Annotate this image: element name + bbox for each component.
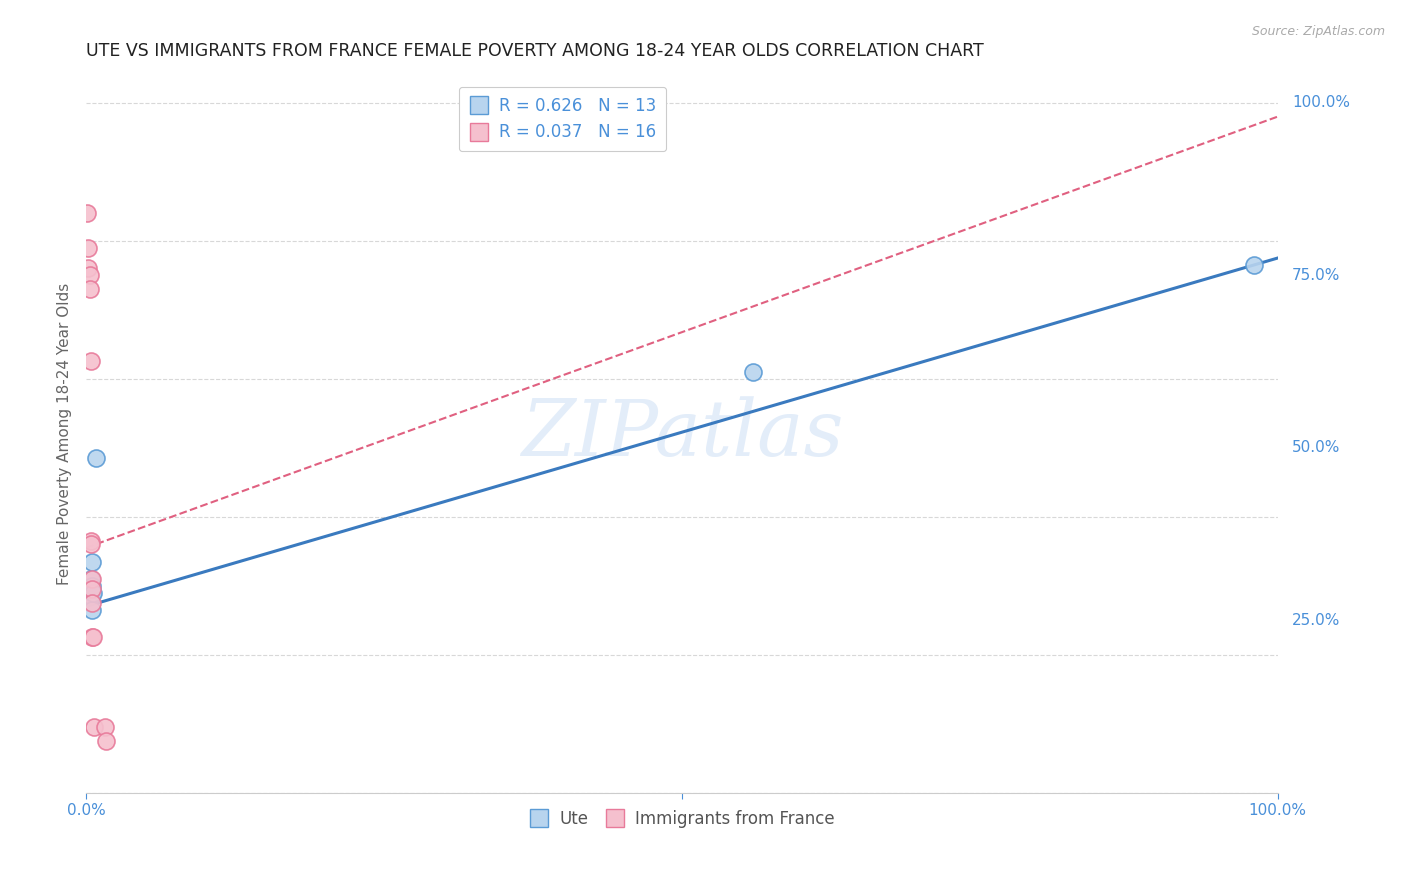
Point (80, 572, 103, 586)
Legend: Ute, Immigrants from France: Ute, Immigrants from France (523, 803, 841, 835)
Text: 100.0%: 100.0% (1292, 95, 1350, 111)
Point (80, 537, 103, 551)
Point (96, 734, 118, 748)
Point (94, 720, 117, 734)
Text: 25.0%: 25.0% (1292, 613, 1340, 628)
Text: Source: ZipAtlas.com: Source: ZipAtlas.com (1251, 25, 1385, 38)
Point (79, 268, 101, 283)
Point (80, 572, 103, 586)
Text: UTE VS IMMIGRANTS FROM FRANCE FEMALE POVERTY AMONG 18-24 YEAR OLDS CORRELATION C: UTE VS IMMIGRANTS FROM FRANCE FEMALE POV… (86, 42, 984, 60)
Text: 75.0%: 75.0% (1292, 268, 1340, 283)
Point (80, 354, 103, 368)
Point (77, 589, 100, 603)
Point (79, 575, 101, 590)
Point (80, 579, 103, 593)
Point (79, 282, 101, 296)
Point (742, 365, 765, 379)
Point (80, 603, 103, 617)
Point (80, 631, 103, 645)
Point (84, 451, 107, 466)
Y-axis label: Female Poverty Among 18-24 Year Olds: Female Poverty Among 18-24 Year Olds (58, 283, 72, 585)
Point (80, 596, 103, 610)
Point (77, 241, 100, 255)
Point (83, 720, 105, 734)
Point (1243, 258, 1265, 272)
Point (80, 533, 103, 548)
Point (77, 261, 100, 276)
Point (80, 555, 103, 569)
Point (80, 589, 103, 603)
Text: ZIPatlas: ZIPatlas (520, 396, 844, 472)
Point (76, 206, 98, 220)
Point (82, 585, 104, 599)
Point (82, 631, 104, 645)
Point (80, 582, 103, 596)
Point (77, 582, 100, 596)
Text: 50.0%: 50.0% (1292, 441, 1340, 455)
Point (79, 579, 101, 593)
